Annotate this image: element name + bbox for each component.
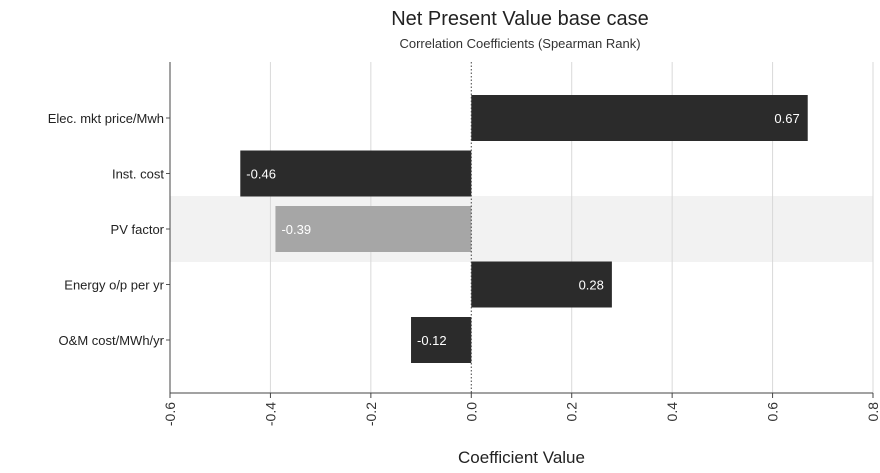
bar	[240, 150, 472, 197]
bar-value-label: -0.12	[417, 333, 447, 348]
chart-subtitle: Correlation Coefficients (Spearman Rank)	[399, 36, 641, 51]
bar	[471, 261, 612, 308]
x-tick-label: -0.2	[363, 402, 379, 426]
bar	[275, 206, 472, 252]
category-label: O&M cost/MWh/yr	[59, 333, 165, 348]
x-tick-label: 0.8	[865, 402, 880, 422]
bar	[471, 95, 808, 141]
bar-value-label: -0.39	[281, 222, 311, 237]
bar-value-label: 0.28	[579, 278, 604, 293]
x-tick-label: 0.0	[463, 402, 479, 422]
x-tick-label: -0.4	[262, 402, 278, 426]
x-tick-label: 0.2	[564, 402, 580, 422]
x-axis-title: Coefficient Value	[458, 448, 585, 467]
bar-value-label: -0.46	[246, 167, 276, 182]
category-label: Energy o/p per yr	[64, 278, 164, 293]
x-tick-label: 0.4	[664, 402, 680, 422]
category-label: PV factor	[111, 222, 165, 237]
x-tick-label: -0.6	[162, 402, 178, 426]
x-tick-label: 0.6	[765, 402, 781, 422]
bar-value-label: 0.67	[774, 111, 799, 126]
bar	[411, 317, 472, 363]
category-label: Elec. mkt price/Mwh	[48, 111, 164, 126]
chart-title: Net Present Value base case	[391, 8, 649, 30]
category-label: Inst. cost	[112, 167, 164, 182]
